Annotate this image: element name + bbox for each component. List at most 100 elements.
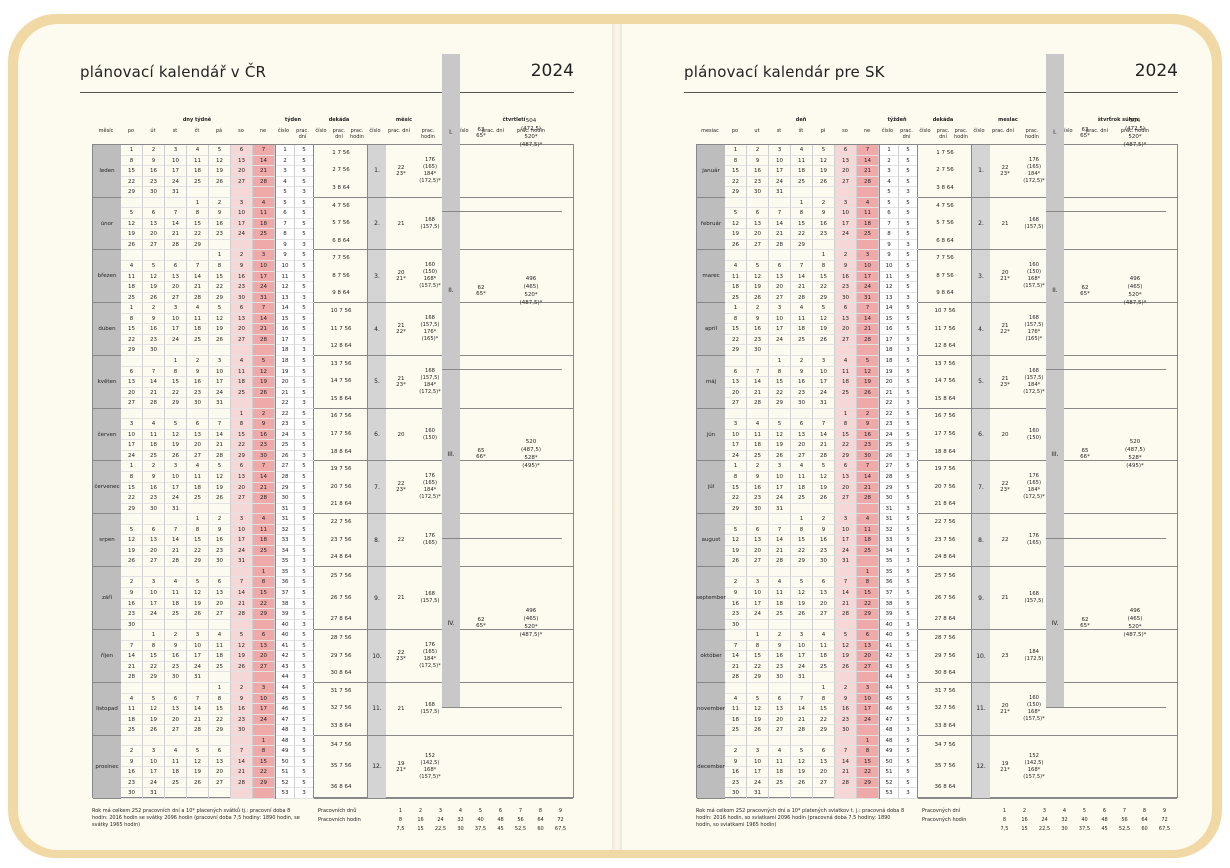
week-number: 40 [880,630,899,641]
day-cell: 6 [747,524,769,536]
day-cell [747,250,769,262]
day-cell: 30 [231,292,253,304]
day-cell: 4 [835,355,857,367]
month-number: 5. [368,355,386,408]
week-number: 4 [880,176,899,188]
week-number: 3 [880,166,899,177]
week-work-days: 5 [899,440,918,451]
week-work-days: 3 [295,556,314,567]
week-number: 44 [880,682,899,694]
day-cell [231,735,253,747]
header-days-of-week: deň [795,117,807,123]
week-row: 25 26 27 28 29 30 31 [121,292,275,304]
day-cell: 25 [857,229,879,240]
header-decade: dekáda [328,117,350,123]
day-cell: 29 [253,777,275,789]
day-cell: 14 [143,377,165,388]
footer-table-value: 30 [457,826,464,832]
day-cell: 20 [747,229,769,240]
day-cell: 7 [231,577,253,589]
day-cell: 6 [165,693,187,705]
day-cell: 4 [813,630,835,641]
day-cell [143,619,165,631]
week-row: 30 31 [121,788,275,799]
day-cell: 2 [143,461,165,472]
day-cell [857,239,879,251]
week-row: 11 12 13 14 15 16 17 [121,271,275,283]
day-cell: 12 [835,640,857,652]
week-number: 17 [880,334,899,346]
day-cell: 10 [165,471,187,483]
day-cell: 10 [253,693,275,705]
day-cell: 8 [835,419,857,430]
day-cell: 21 [725,661,747,673]
day-cell: 17 [187,651,209,662]
calendar-body: január 1 2 3 4 5 6 7 8 9 10 11 12 13 14 15 16 17 18 19 20 21 2… [696,144,1178,799]
day-cell: 2 [143,303,165,314]
day-cell: 15 [121,166,143,177]
week-number: 46 [276,704,295,715]
week-work-days: 5 [295,609,314,620]
day-cell: 12 [747,704,769,715]
day-cell: 27 [143,239,165,251]
week-work-days: 5 [899,514,918,525]
week-number: 35 [276,556,295,567]
day-cell: 8 [813,261,835,272]
day-cell: 22 [209,282,231,293]
day-cell [253,672,275,683]
week-work-days: 5 [899,756,918,768]
decade-row: 26 7 56 [330,594,352,601]
footer-table-value: 22,5 [434,826,447,832]
month-work-hours: 168 (157,5) 184* (172,5)* [1023,367,1045,395]
decade-row: 12 8 64 [330,343,352,350]
day-cell: 13 [165,271,187,283]
day-cell: 2 [725,577,747,589]
day-cell [813,345,835,356]
day-cell: 5 [209,145,231,156]
day-cell: 25 [725,292,747,304]
week-row: 20 21 22 23 24 25 26 [725,387,879,399]
day-cell: 21 [165,229,187,240]
week-row: 13 14 15 16 17 18 19 [725,377,879,388]
day-cell: 11 [835,366,857,378]
month-work-days: 20 21* [1000,270,1010,283]
week-work-days: 5 [295,282,314,293]
footer-table-value: 2 [1022,808,1027,814]
decade-row: 17 7 56 [330,431,352,438]
header-day-name: po [127,128,135,134]
day-cell: 15 [835,429,857,441]
week-row: 8 9 10 11 12 13 14 [121,155,275,167]
day-cell: 8 [121,471,143,483]
day-cell: 23 [813,229,835,240]
day-cell: 22 [209,714,231,726]
day-cell [813,408,835,420]
day-cell: 26 [209,334,231,346]
week-row: 8 9 10 11 12 13 14 [725,313,879,325]
week-work-days: 3 [899,503,918,515]
day-cell: 18 [121,282,143,293]
week-work-days: 5 [899,429,918,441]
planner-spread: plánovací kalendář v ČR 2024 dny týdně tý… [18,24,1212,850]
decade-row: 28 7 56 [934,635,956,641]
day-cell: 20 [143,229,165,240]
week-number: 40 [880,619,899,631]
day-cell: 19 [813,482,835,494]
decade-row: 14 7 56 [330,378,352,385]
day-cell: 29 [209,725,231,736]
decades: 22 7 56 23 7 56 24 8 64 [917,514,972,566]
month-summary: 10. 22 23* 176 (165) 184* (172,5)* [367,630,444,682]
week-work-days: 5 [899,261,918,272]
day-cell: 5 [813,145,835,156]
week-work-days: 5 [295,514,314,525]
day-cell [143,682,165,694]
day-cell: 27 [231,493,253,504]
day-cell: 13 [143,535,165,546]
month-number: 4. [972,303,990,355]
month-days: 1 2 3 4 5 6 7 8 9 10 11 12 13 14 15 16 17 18 19 20 21 22 23 24 2… [121,197,275,251]
day-cell: 25 [791,334,813,346]
footer-table-label: Pracovných hodín [922,817,967,823]
week-numbers: 14 5 15 5 16 5 17 5 18 3 [879,303,918,356]
day-cell: 26 [187,609,209,620]
day-cell: 20 [791,440,813,451]
